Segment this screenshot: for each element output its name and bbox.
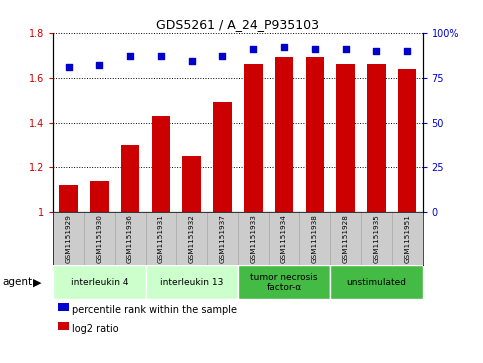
Bar [398, 69, 416, 212]
Bar [145, 265, 238, 299]
Bar [238, 212, 269, 265]
Text: log2 ratio: log2 ratio [72, 323, 119, 334]
Bar [330, 212, 361, 265]
Text: interleukin 13: interleukin 13 [160, 278, 223, 287]
Text: GSM1151934: GSM1151934 [281, 214, 287, 263]
Bar [53, 212, 84, 265]
Bar [213, 102, 232, 212]
Bar [269, 212, 299, 265]
Bar [299, 212, 330, 265]
Bar [145, 212, 176, 265]
Text: GSM1151931: GSM1151931 [158, 214, 164, 263]
Text: GSM1151930: GSM1151930 [96, 214, 102, 263]
Bar [336, 64, 355, 212]
Text: GSM1151929: GSM1151929 [66, 214, 71, 263]
Point [311, 46, 319, 52]
Bar [275, 57, 293, 212]
Point [280, 44, 288, 50]
Point [342, 46, 350, 52]
Bar [53, 265, 145, 299]
Bar [152, 116, 170, 212]
Point [403, 48, 411, 53]
Bar [84, 212, 115, 265]
Point [126, 53, 134, 59]
Bar [330, 265, 423, 299]
Bar [392, 212, 423, 265]
Bar [176, 212, 207, 265]
Text: GSM1151938: GSM1151938 [312, 214, 318, 263]
Text: ▶: ▶ [33, 277, 42, 287]
Text: GSM1151935: GSM1151935 [373, 214, 380, 263]
Bar [244, 64, 263, 212]
Bar [238, 265, 330, 299]
Bar [90, 181, 109, 212]
Text: unstimulated: unstimulated [346, 278, 406, 287]
Point [188, 58, 196, 64]
Bar [121, 145, 139, 212]
Point [96, 62, 103, 68]
Bar [59, 185, 78, 212]
Text: GSM1151936: GSM1151936 [127, 214, 133, 263]
Text: GSM1151951: GSM1151951 [404, 214, 410, 263]
Title: GDS5261 / A_24_P935103: GDS5261 / A_24_P935103 [156, 19, 319, 32]
Point [372, 48, 380, 53]
Text: GSM1151928: GSM1151928 [342, 214, 349, 263]
Point [157, 53, 165, 59]
Point [65, 64, 72, 70]
Bar [306, 57, 324, 212]
Point [249, 46, 257, 52]
Text: interleukin 4: interleukin 4 [71, 278, 128, 287]
Text: agent: agent [2, 277, 32, 287]
Text: GSM1151932: GSM1151932 [189, 214, 195, 263]
Point [219, 53, 227, 59]
Text: tumor necrosis
factor-α: tumor necrosis factor-α [250, 273, 318, 292]
Bar [207, 212, 238, 265]
Bar [115, 212, 145, 265]
Bar [367, 64, 385, 212]
Bar [361, 212, 392, 265]
Text: GSM1151933: GSM1151933 [250, 214, 256, 263]
Text: GSM1151937: GSM1151937 [219, 214, 226, 263]
Bar [183, 156, 201, 212]
Text: percentile rank within the sample: percentile rank within the sample [72, 305, 238, 315]
